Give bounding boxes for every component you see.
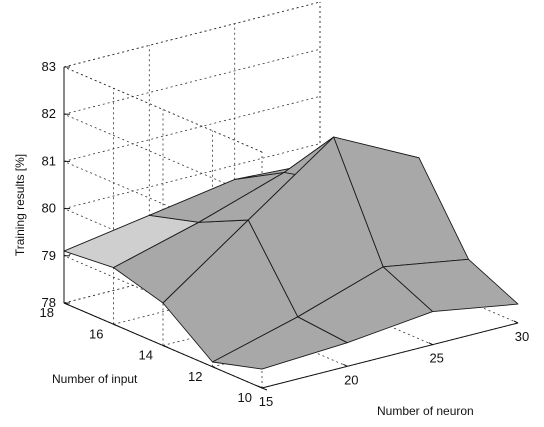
- x-tick-mark: [513, 320, 519, 324]
- x-tick-mark: [257, 385, 263, 389]
- surface: [63, 136, 519, 370]
- surface-facet: [382, 258, 519, 313]
- x-tick-mark: [428, 342, 433, 346]
- grid-line: [63, 48, 321, 115]
- y-tick-label: 18: [40, 305, 54, 320]
- grid-line: [319, 237, 519, 324]
- y-tick-mark: [113, 323, 119, 327]
- grid-line: [63, 96, 321, 162]
- grid-line: [63, 1, 321, 68]
- y-tick-mark: [261, 387, 268, 391]
- y-axis-label: Number of input: [52, 372, 138, 386]
- y-tick-label: 16: [89, 326, 103, 341]
- y-tick-mark: [162, 345, 169, 348]
- y-tick-mark: [212, 366, 218, 370]
- x-axis-label: Number of neuron: [377, 404, 474, 418]
- x-tick-label: 30: [515, 329, 529, 344]
- z-tick-label: 83: [42, 59, 56, 74]
- y-tick-mark: [63, 302, 70, 306]
- grid-line: [234, 259, 433, 346]
- grid-line: [63, 143, 321, 209]
- z-axis-label: Training results [%]: [13, 154, 27, 256]
- ticks: 78 79 80 81 82 83 10 12 14 16 18 15 20 25 30: [40, 59, 530, 409]
- y-tick-label: 14: [139, 348, 153, 363]
- grid-line: [63, 66, 263, 153]
- grid-line: [63, 1, 321, 68]
- y-tick-label: 10: [238, 390, 252, 405]
- z-tick-label: 80: [42, 201, 56, 216]
- x-axis-line: [261, 322, 519, 389]
- z-tick-label: 79: [42, 248, 56, 263]
- x-tick-mark: [343, 363, 348, 367]
- x-tick-label: 25: [429, 351, 443, 366]
- x-tick-label: 15: [259, 394, 273, 409]
- z-tick-label: 82: [42, 106, 56, 121]
- y-tick-label: 12: [188, 369, 202, 384]
- x-tick-label: 20: [344, 372, 358, 387]
- z-tick-label: 78: [42, 295, 56, 310]
- z-tick-label: 81: [42, 153, 56, 168]
